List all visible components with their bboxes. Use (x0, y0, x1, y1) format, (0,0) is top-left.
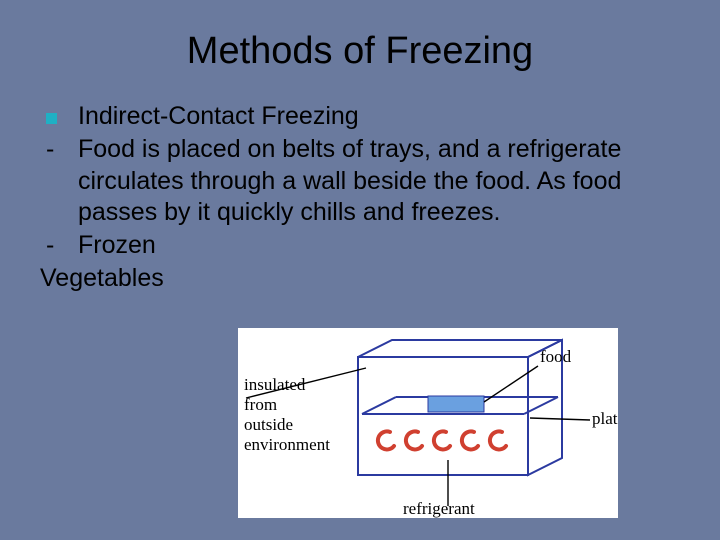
unbulleted-line: Vegetables (40, 263, 680, 294)
dash-bullet-icon: - (40, 134, 78, 165)
freezing-diagram: insulatedfromoutsideenvironment food plate… (238, 328, 618, 518)
svg-text:food: food (540, 347, 572, 366)
unbulleted-text: Vegetables (40, 263, 680, 294)
slide: Methods of Freezing Indirect-Contact Fre… (0, 0, 720, 540)
bullet-text-2: Food is placed on belts of trays, and a … (78, 134, 680, 228)
svg-text:insulated: insulated (244, 375, 306, 394)
dash-bullet-icon: - (40, 230, 78, 261)
content-area: Indirect-Contact Freezing - Food is plac… (40, 101, 680, 295)
svg-text:environment: environment (244, 435, 330, 454)
svg-text:outside: outside (244, 415, 293, 434)
square-bullet-icon (40, 101, 78, 132)
bullet-item-2: - Food is placed on belts of trays, and … (40, 134, 680, 228)
svg-text:refrigerant: refrigerant (403, 499, 475, 518)
bullet-item-1: Indirect-Contact Freezing (40, 101, 680, 132)
bullet-item-3: - Frozen (40, 230, 680, 261)
diagram-svg: insulatedfromoutsideenvironment food plate… (238, 328, 618, 518)
svg-text:from: from (244, 395, 277, 414)
svg-text:plate: plate (592, 409, 618, 428)
bullet-text-1: Indirect-Contact Freezing (78, 101, 680, 132)
slide-title: Methods of Freezing (40, 30, 680, 73)
bullet-text-3: Frozen (78, 230, 680, 261)
